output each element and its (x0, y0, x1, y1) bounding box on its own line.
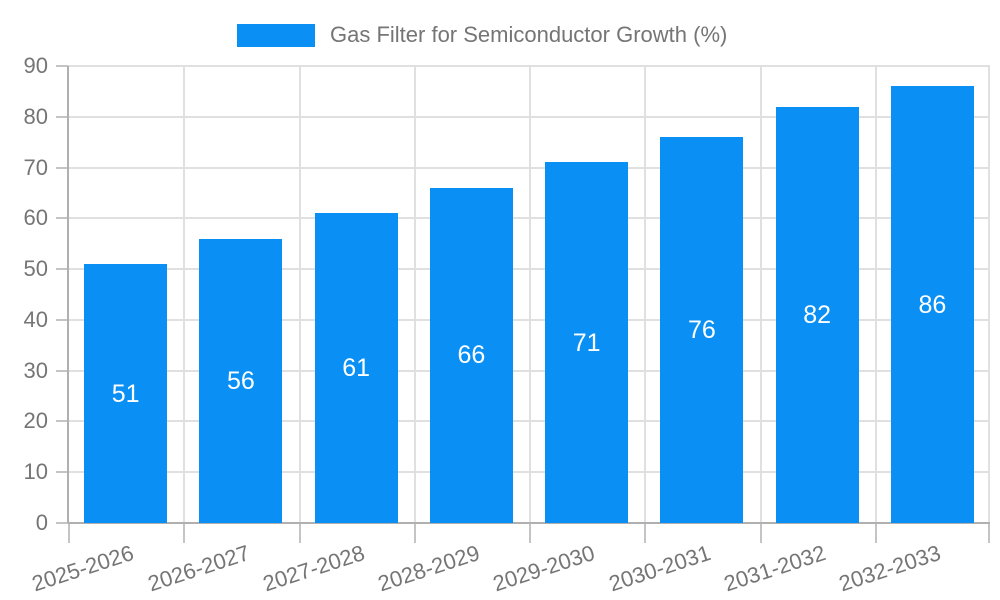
y-axis-tick-label: 70 (23, 154, 48, 180)
x-gridline (644, 66, 647, 523)
legend-swatch[interactable] (237, 23, 315, 47)
x-tick (68, 523, 70, 543)
y-axis-tick-label: 0 (35, 510, 48, 535)
y-tick (56, 217, 68, 220)
x-axis-tick-label: 2031-2032 (720, 540, 829, 597)
bar[interactable] (84, 264, 168, 523)
y-axis-line (67, 66, 69, 523)
x-tick (874, 523, 877, 543)
x-axis-tick-label: 2032-2033 (835, 540, 944, 597)
x-axis-tick-label: 2025-2026 (29, 540, 138, 597)
x-gridline (988, 66, 990, 523)
x-gridline (529, 66, 531, 523)
bar[interactable] (775, 106, 859, 523)
x-tick (413, 523, 416, 543)
y-axis-tick-label: 50 (23, 256, 48, 282)
x-gridline (413, 66, 416, 523)
y-tick (56, 115, 68, 118)
x-axis-tick-label: 2028-2029 (374, 540, 483, 597)
y-tick (56, 369, 68, 372)
y-tick (56, 318, 68, 321)
x-tick (644, 523, 647, 543)
y-axis-tick-label: 80 (23, 103, 48, 129)
y-axis-tick-label: 30 (23, 357, 48, 383)
y-tick (56, 268, 68, 271)
x-gridline (874, 66, 877, 523)
y-tick (56, 522, 68, 524)
x-tick (988, 523, 990, 543)
y-tick (56, 65, 68, 67)
bar[interactable] (314, 213, 398, 523)
legend-label: Gas Filter for Semiconductor Growth (%) (330, 22, 728, 47)
y-axis-tick-label: 60 (23, 205, 48, 231)
x-tick (298, 523, 301, 543)
x-axis-tick-label: 2030-2031 (605, 540, 714, 597)
x-tick (759, 523, 762, 543)
x-gridline (759, 66, 762, 523)
y-tick (56, 166, 68, 169)
y-axis-tick-label: 90 (23, 53, 48, 78)
bar[interactable] (660, 137, 744, 523)
y-tick (56, 471, 68, 474)
legend[interactable]: Gas Filter for Semiconductor Growth (%) (237, 22, 727, 48)
x-axis-tick-label: 2029-2030 (490, 540, 599, 597)
x-axis-tick-label: 2026-2027 (144, 540, 253, 597)
bar[interactable] (890, 86, 974, 523)
y-axis-tick-label: 20 (23, 408, 48, 434)
x-gridline (298, 66, 301, 523)
x-axis-line (68, 522, 990, 524)
y-axis-tick-label: 10 (23, 459, 48, 485)
y-axis-tick-label: 40 (23, 306, 48, 332)
x-tick (183, 523, 186, 543)
bar[interactable] (199, 238, 283, 523)
bar[interactable] (429, 187, 513, 523)
bar[interactable] (545, 162, 629, 523)
x-tick (529, 523, 531, 543)
x-gridline (183, 66, 186, 523)
x-axis-tick-label: 2027-2028 (259, 540, 368, 597)
y-tick (56, 420, 68, 423)
